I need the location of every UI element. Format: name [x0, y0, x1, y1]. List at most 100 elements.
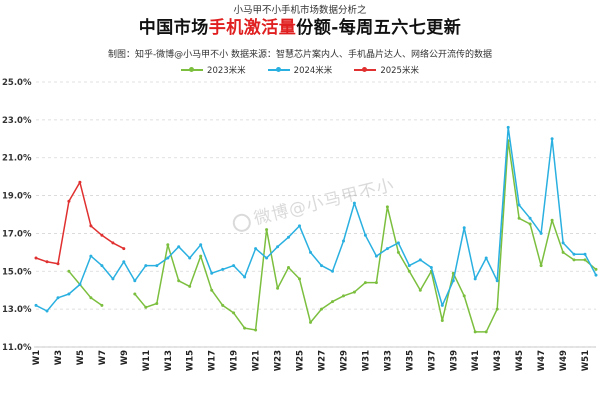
data-point [561, 250, 565, 254]
data-point [144, 305, 148, 309]
series-line-1 [35, 126, 597, 312]
data-point [155, 264, 159, 268]
chart-subtitle: 制图：知乎-微博@小马甲不小 数据来源：智慧芯片案内人、手机晶片达人、网络公开流… [107, 50, 493, 60]
data-point [385, 205, 389, 209]
legend-item-2024: 2024米米 [267, 64, 333, 76]
x-tick-label: W37 [427, 350, 437, 371]
data-point [155, 302, 159, 305]
legend-label-2025: 2025米米 [380, 66, 419, 76]
data-point [34, 256, 38, 260]
legend-label-2023: 2023米米 [207, 66, 246, 76]
y-tick-label: 21.0% [2, 154, 32, 164]
data-point [89, 224, 93, 228]
data-point [561, 241, 565, 245]
x-tick-label: W21 [252, 350, 262, 371]
data-point [221, 303, 225, 307]
data-point [363, 281, 367, 285]
data-point [550, 218, 554, 222]
data-point [254, 247, 258, 251]
data-point [517, 216, 521, 220]
data-point [539, 231, 543, 235]
data-point [342, 239, 345, 243]
data-point [111, 241, 115, 245]
legend-item-2025: 2025米米 [354, 64, 419, 76]
legend: 2023米米 2024米米 2025米米 [0, 64, 600, 76]
data-point [440, 303, 444, 307]
data-point [122, 247, 126, 251]
data-point [462, 294, 466, 298]
data-point [122, 260, 126, 264]
data-point [309, 250, 312, 254]
data-point [133, 292, 137, 296]
data-point [396, 241, 400, 245]
data-point [495, 307, 499, 311]
x-tick-label: W43 [493, 350, 503, 371]
data-point [484, 330, 488, 334]
data-point [166, 256, 170, 260]
x-tick-label: W17 [208, 350, 218, 371]
x-tick-label: W15 [186, 350, 196, 371]
x-tick-label: W13 [164, 350, 174, 371]
legend-swatch-2025 [354, 67, 377, 72]
data-point [583, 252, 587, 256]
x-tick-label: W45 [515, 350, 525, 371]
data-point [56, 262, 60, 266]
data-point [298, 224, 301, 228]
data-point [177, 245, 181, 249]
legend-swatch-2024 [267, 67, 290, 72]
data-point [320, 264, 323, 268]
x-tick-label: W47 [537, 350, 547, 371]
data-point [396, 250, 400, 254]
x-tick-label: W33 [383, 350, 393, 371]
data-point [100, 233, 104, 237]
x-tick-label: W27 [317, 350, 327, 371]
data-point [210, 288, 214, 292]
data-point [67, 292, 71, 296]
data-point [331, 300, 334, 304]
series-line-0 [68, 270, 103, 307]
data-point [287, 266, 290, 269]
data-point [594, 267, 598, 271]
data-point [572, 258, 576, 262]
data-point [385, 247, 389, 251]
x-tick-label: W41 [471, 350, 481, 371]
data-point [309, 320, 312, 324]
data-point [320, 307, 323, 311]
data-point [407, 269, 411, 273]
data-point [111, 277, 115, 281]
data-point [78, 180, 82, 184]
data-point [374, 254, 378, 258]
data-point [331, 269, 334, 273]
data-point [78, 283, 82, 286]
y-tick-label: 17.0% [2, 229, 32, 239]
data-point [221, 267, 225, 271]
x-tick-label: W3 [54, 350, 64, 365]
data-point [594, 273, 598, 277]
x-tick-label: W5 [76, 350, 86, 365]
data-point [243, 326, 247, 330]
series-line-2 [35, 181, 125, 265]
data-point [528, 222, 532, 226]
data-point [67, 269, 71, 273]
title-suffix: 份额-每周五六七更新 [296, 18, 462, 38]
data-point [583, 258, 587, 262]
y-tick-label: 13.0% [2, 305, 32, 315]
data-point [243, 275, 247, 279]
data-point [374, 281, 378, 285]
data-point [517, 203, 521, 207]
data-point [232, 311, 236, 315]
data-point [177, 279, 181, 283]
x-tick-label: W9 [120, 350, 130, 365]
data-point [276, 245, 280, 249]
chart-title: 中国市场手机激活量份额-每周五六七更新 [0, 13, 600, 38]
data-point [462, 226, 466, 230]
x-tick-label: W29 [339, 350, 349, 371]
data-point [528, 216, 532, 220]
data-point [166, 243, 170, 247]
y-tick-label: 23.0% [2, 116, 32, 126]
legend-label-2024: 2024米米 [293, 66, 333, 76]
y-tick-label: 19.0% [2, 192, 32, 202]
data-point [352, 201, 356, 205]
x-tick-label: W31 [361, 350, 371, 371]
